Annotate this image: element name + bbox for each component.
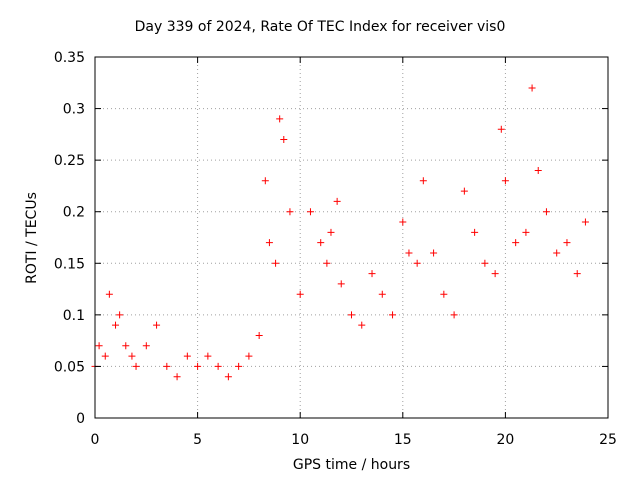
data-point — [105, 290, 113, 298]
plot-frame — [94, 56, 609, 419]
data-point — [132, 362, 140, 370]
x-axis-label: GPS time / hours — [292, 457, 411, 473]
data-point — [460, 187, 468, 195]
data-point — [183, 352, 191, 360]
y-axis-ticks: 0 0.05 0.1 0.15 0.2 0.25 0.3 0.35 — [54, 50, 608, 427]
data-point — [399, 218, 407, 226]
data-point — [563, 239, 571, 247]
data-point — [491, 270, 499, 278]
y-tick-label: 0.3 — [63, 102, 85, 118]
data-point — [296, 290, 304, 298]
data-point — [95, 342, 103, 350]
data-point — [581, 218, 589, 226]
data-point — [327, 228, 335, 236]
data-point — [163, 362, 171, 370]
data-point — [512, 239, 520, 247]
data-point — [337, 280, 345, 288]
x-tick-label: 0 — [91, 432, 100, 448]
data-point — [419, 177, 427, 185]
data-point — [272, 259, 280, 267]
y-tick-label: 0.15 — [54, 256, 85, 272]
data-point — [194, 362, 202, 370]
data-point — [317, 239, 325, 247]
y-tick-label: 0.35 — [54, 50, 85, 66]
data-point — [323, 259, 331, 267]
data-point — [450, 311, 458, 319]
x-tick-label: 20 — [496, 432, 514, 448]
y-tick-label: 0 — [76, 411, 85, 427]
y-tick-label: 0.05 — [54, 359, 85, 375]
data-point — [173, 373, 181, 381]
data-point — [128, 352, 136, 360]
data-point — [235, 362, 243, 370]
data-point — [522, 228, 530, 236]
data-point — [573, 270, 581, 278]
data-point — [542, 208, 550, 216]
data-point — [142, 342, 150, 350]
data-point — [112, 321, 120, 329]
y-tick-label: 0.2 — [63, 205, 85, 221]
data-point — [405, 249, 413, 257]
data-point — [153, 321, 161, 329]
data-point — [430, 249, 438, 257]
data-point — [348, 311, 355, 319]
data-point — [122, 342, 130, 350]
data-point — [265, 239, 273, 247]
x-tick-label: 15 — [394, 432, 412, 448]
data-point — [333, 197, 341, 205]
x-tick-label: 25 — [599, 432, 617, 448]
x-tick-label: 5 — [193, 432, 202, 448]
data-point — [553, 249, 561, 257]
data-point — [471, 228, 479, 236]
data-point — [204, 352, 212, 360]
data-point — [481, 259, 489, 267]
data-point — [389, 311, 397, 319]
data-point — [280, 136, 288, 144]
data-point — [368, 270, 376, 278]
data-point — [255, 331, 263, 339]
data-point — [276, 115, 284, 123]
y-tick-label: 0.1 — [63, 308, 85, 324]
data-point — [245, 352, 253, 360]
data-points — [91, 84, 589, 381]
y-tick-label: 0.25 — [54, 153, 85, 169]
x-tick-label: 10 — [291, 432, 309, 448]
data-point — [306, 208, 314, 216]
data-point — [224, 373, 232, 381]
data-point — [497, 125, 505, 133]
grid-lines — [95, 57, 608, 418]
data-point — [358, 321, 366, 329]
data-point — [501, 177, 509, 185]
data-point — [116, 311, 124, 319]
data-point — [534, 166, 542, 174]
data-point — [286, 208, 294, 216]
y-axis-label: ROTI / TECUs — [24, 192, 40, 284]
data-point — [413, 259, 421, 267]
data-point — [528, 84, 536, 92]
data-point — [101, 352, 109, 360]
x-axis-ticks: 0 5 10 15 20 25 — [91, 57, 617, 448]
data-point — [378, 290, 386, 298]
data-point — [214, 362, 222, 370]
chart-title: Day 339 of 2024, Rate Of TEC Index for r… — [134, 19, 506, 35]
data-point — [261, 177, 269, 185]
data-point — [440, 290, 448, 298]
